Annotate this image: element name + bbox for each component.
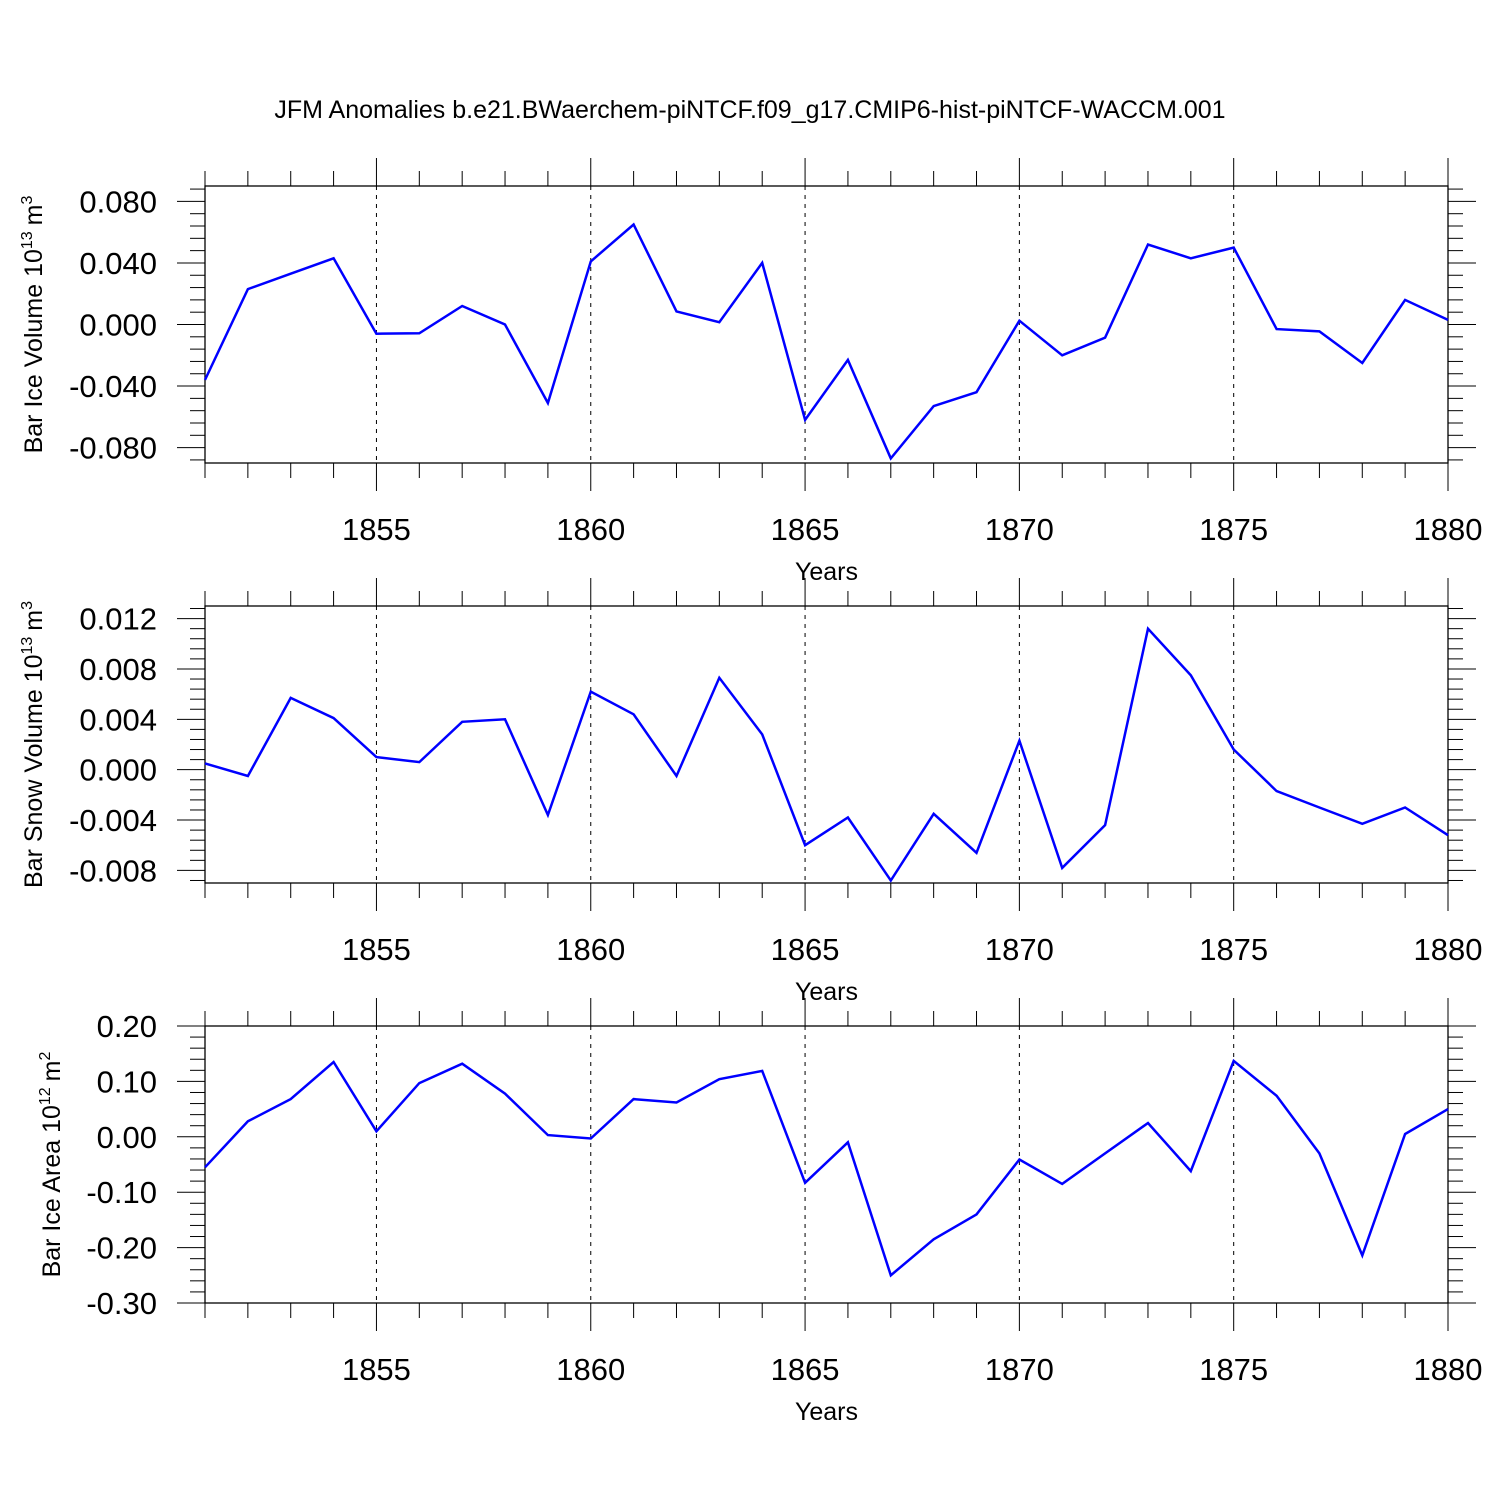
x-tick-label: 1880 [1414, 932, 1483, 967]
y-tick-label: -0.30 [86, 1286, 157, 1321]
y-tick-label: 0.012 [79, 602, 157, 637]
x-tick-label: 1875 [1199, 932, 1268, 967]
y-tick-label: -0.080 [69, 431, 157, 466]
figure-title: JFM Anomalies b.e21.BWaerchem-piNTCF.f09… [274, 96, 1226, 124]
y-tick-label: -0.10 [86, 1175, 157, 1210]
y-tick-label: 0.004 [79, 702, 157, 737]
y-tick-label: 0.040 [79, 246, 157, 281]
y-tick-label: -0.004 [69, 803, 157, 838]
y-axis-label-unit-exponent: 2 [37, 1051, 54, 1060]
y-axis-label-unit: m [20, 610, 48, 631]
x-tick-label: 1865 [771, 512, 840, 547]
y-axis-label: Bar Snow Volume 1013 m3 [19, 601, 48, 888]
y-tick-label: 0.20 [97, 1009, 157, 1044]
y-tick-label: 0.00 [97, 1120, 157, 1155]
x-tick-label: 1880 [1414, 1352, 1483, 1387]
plot-frame [204, 1025, 1449, 1304]
y-tick-label: 0.10 [97, 1064, 157, 1099]
x-tick-label: 1855 [342, 1352, 411, 1387]
y-axis-label-exponent: 12 [37, 1087, 54, 1105]
y-axis-label-unit: m [20, 204, 48, 225]
panel-2: 0.012 0.008 0.004 0.000 -0.004 -0.008 1855 1860… [19, 578, 1482, 1006]
panel-3: 0.20 0.10 0.00 -0.10 -0.20 -0.30 1855 1860 1865 1… [37, 998, 1482, 1426]
series-line [203, 222, 1449, 461]
y-axis-label: Bar Ice Area 1012 m2 [37, 1051, 66, 1277]
y-axis-label-text: Bar Ice Volume 10 [20, 249, 48, 453]
x-tick-label: 1870 [985, 512, 1054, 547]
y-axis-label-unit-exponent: 3 [19, 195, 36, 204]
panel-1: 0.080 0.040 0.000 -0.040 -0.080 1855 1860 1865 1… [19, 158, 1482, 586]
x-tick-label: 1870 [985, 932, 1054, 967]
y-axis-label-unit-exponent: 3 [19, 601, 36, 610]
y-tick-label: -0.040 [69, 369, 157, 404]
x-tick-label: 1880 [1414, 512, 1483, 547]
x-tick-label: 1870 [985, 1352, 1054, 1387]
y-tick-label: 0.000 [79, 753, 157, 788]
x-tick-label: 1865 [771, 932, 840, 967]
x-axis-label: Years [795, 978, 858, 1006]
x-tick-label: 1860 [556, 1352, 625, 1387]
plot-frame [204, 185, 1449, 464]
plot-frame [204, 605, 1449, 884]
x-tick-label: 1865 [771, 1352, 840, 1387]
series-line [204, 1058, 1449, 1278]
series-line [204, 626, 1449, 883]
y-axis-label-text: Bar Snow Volume 10 [20, 655, 48, 888]
y-tick-label: 0.080 [79, 184, 157, 219]
x-tick-label: 1855 [342, 932, 411, 967]
x-tick-label: 1860 [556, 512, 625, 547]
y-axis-label-exponent: 13 [19, 637, 36, 655]
y-tick-label: -0.20 [86, 1231, 157, 1266]
y-tick-label: 0.000 [79, 308, 157, 343]
y-axis-label-text: Bar Ice Area 10 [38, 1105, 66, 1277]
y-axis-label-unit: m [38, 1060, 66, 1081]
x-tick-label: 1860 [556, 932, 625, 967]
x-axis-label: Years [795, 1398, 858, 1426]
x-tick-label: 1855 [342, 512, 411, 547]
y-tick-label: 0.008 [79, 652, 157, 687]
y-tick-label: -0.008 [69, 853, 157, 888]
x-tick-label: 1875 [1199, 1352, 1268, 1387]
y-axis-label: Bar Ice Volume 1013 m3 [19, 195, 48, 453]
x-axis-label: Years [795, 558, 858, 586]
y-axis-label-exponent: 13 [19, 231, 36, 249]
x-tick-label: 1875 [1199, 512, 1268, 547]
